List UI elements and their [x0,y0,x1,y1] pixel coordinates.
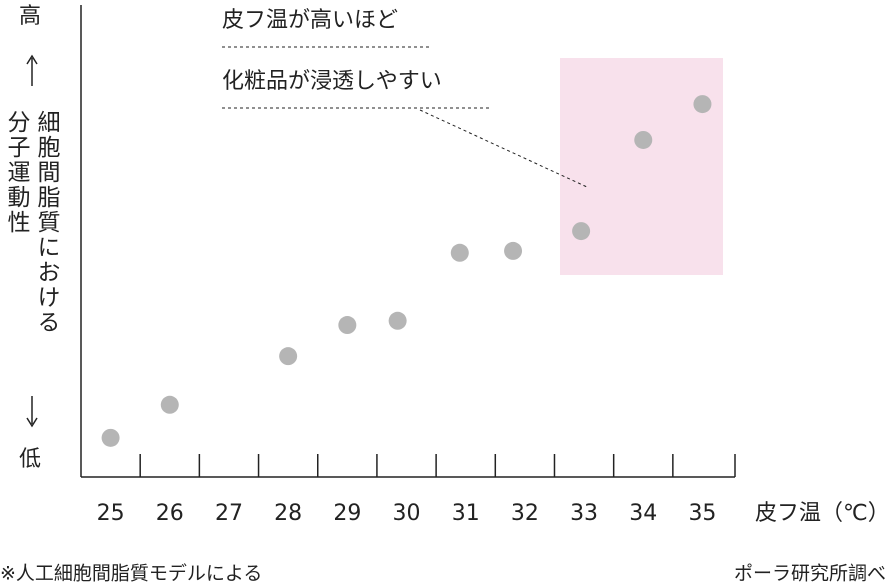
x-tick-label: 29 [333,501,361,526]
point [101,428,120,447]
annotation: 皮フ温が高いほど [222,8,398,33]
source: ポーラ研究所調べ [734,563,886,585]
x-tick-label: 31 [452,501,480,526]
y-label-bottom: 低 [19,447,41,472]
leader-line [419,109,588,188]
point [160,395,179,414]
x-tick-label: 26 [156,501,184,526]
point [279,347,298,366]
x-tick-label: 32 [511,501,539,526]
point [504,241,523,260]
x-axis-label: 皮フ温（℃） [755,501,886,526]
y-axis-label: 分子運動性 [3,110,29,235]
x-tick-label: 27 [215,501,243,526]
x-tick-label: 33 [570,501,598,526]
arrow-down [26,396,38,428]
point [388,311,407,330]
point [572,222,591,241]
point [693,95,712,114]
annotation: 化粧品が浸透しやすい [222,69,442,94]
x-tick-label: 34 [629,501,657,526]
footnote: ※人工細胞間脂質モデルによる [0,563,262,585]
arrow-up [26,54,38,86]
x-tick-label: 28 [274,501,302,526]
y-label-top: 高 [19,4,41,29]
highlight-area [560,58,723,275]
y-axis-label: 細胞間脂質における [33,110,59,335]
x-tick-label: 25 [97,501,125,526]
point [338,316,357,335]
point [634,130,653,149]
x-tick-label: 30 [393,501,421,526]
point [450,243,469,262]
x-tick-label: 35 [688,501,716,526]
